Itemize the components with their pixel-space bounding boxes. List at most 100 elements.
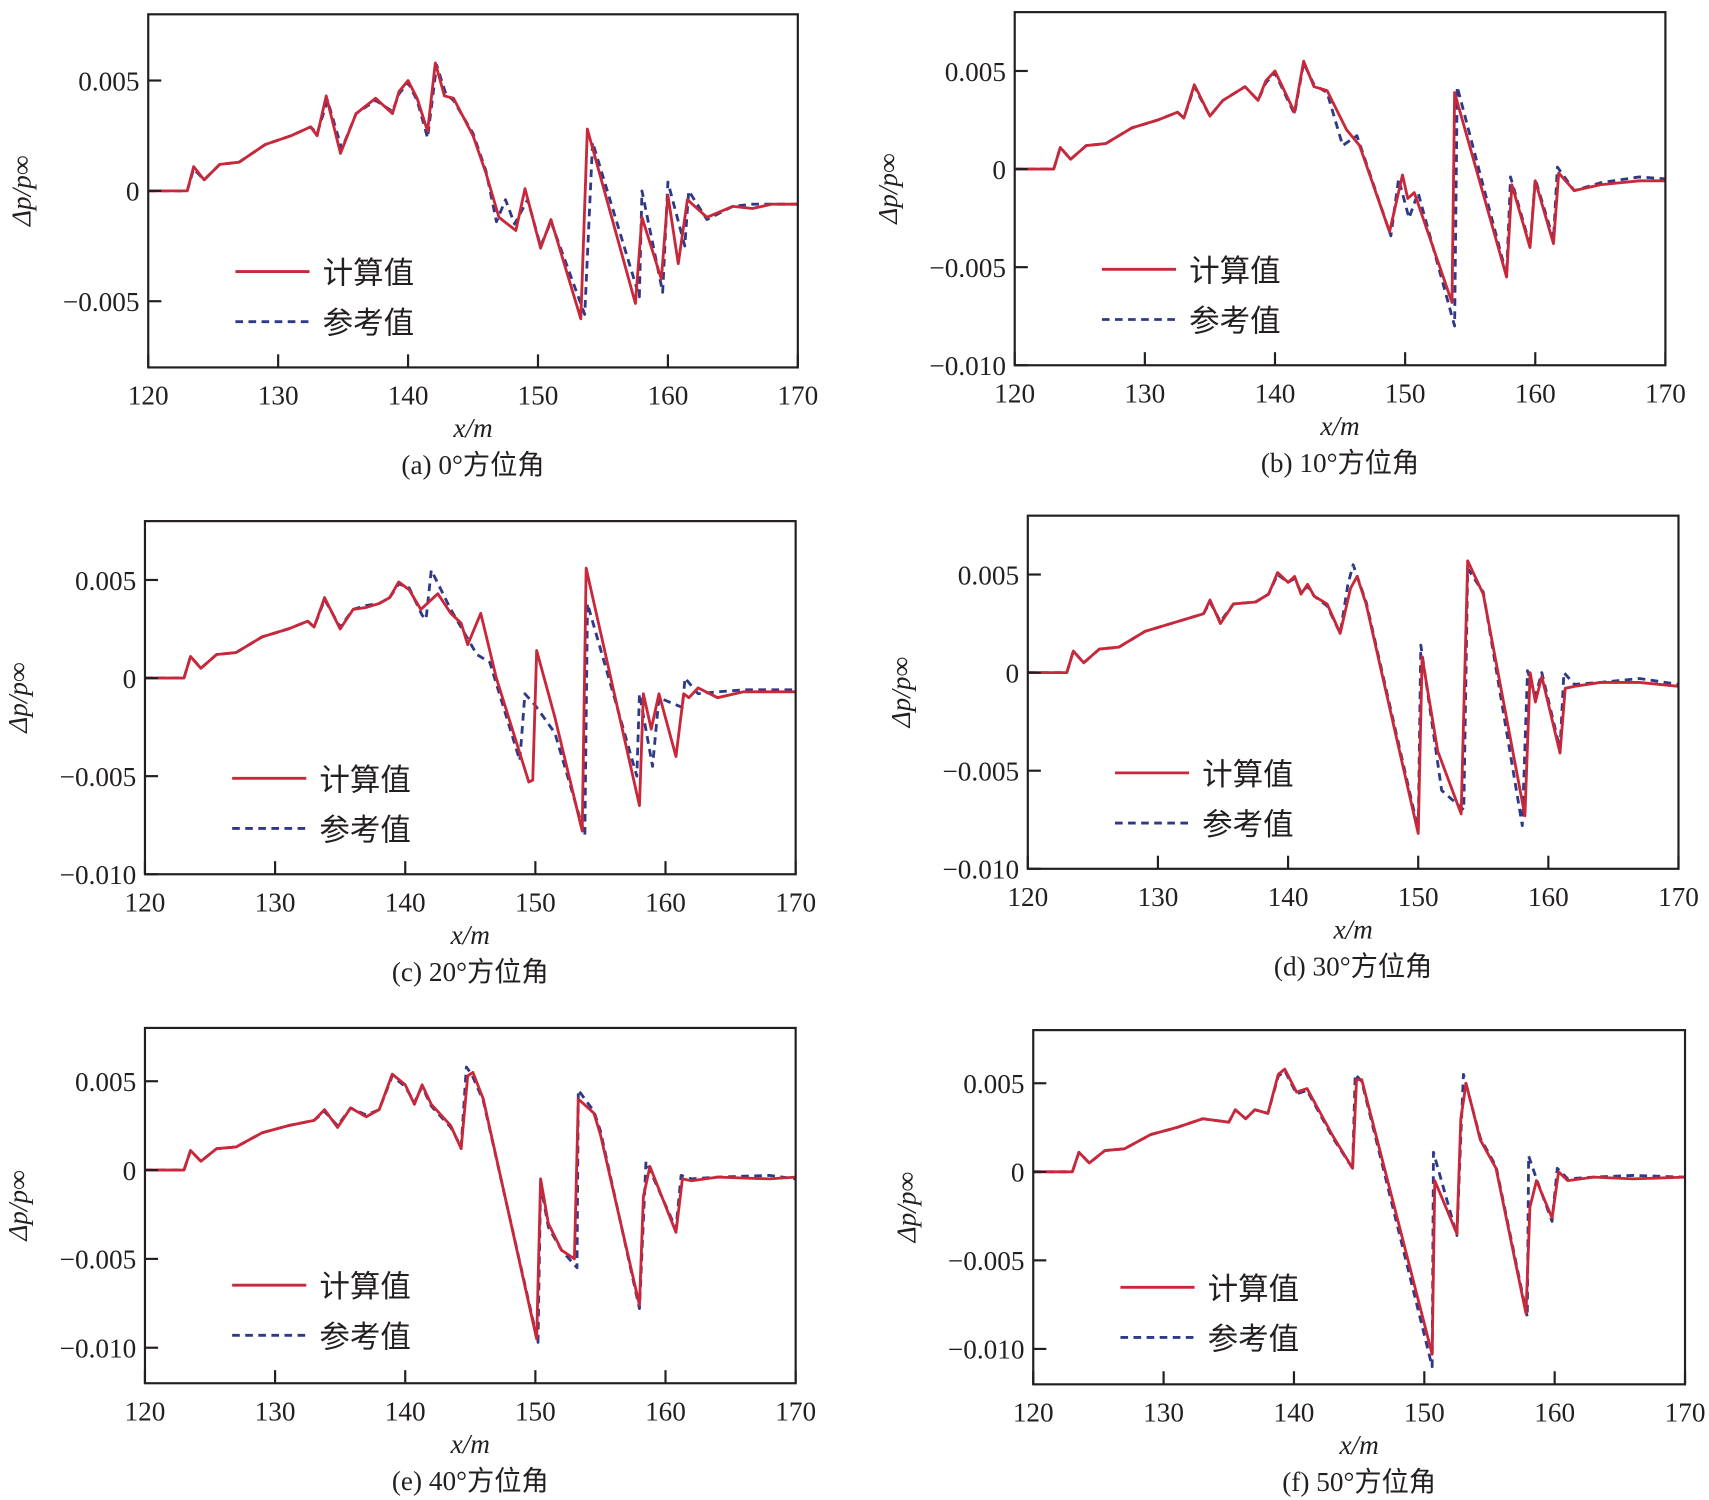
x-tick-label: 150 [515,1396,556,1426]
y-tick-label: −0.010 [60,860,137,890]
x-tick-label: 140 [385,1396,426,1426]
x-tick-label: 130 [258,380,299,410]
x-axis-label: x/m [452,413,492,443]
x-axis-label: x/m [450,1429,490,1459]
y-tick-label: 0 [992,155,1006,185]
legend-reference-label: 参考值 [1189,304,1281,338]
y-tick-label: −0.005 [929,253,1006,283]
plot-frame [1013,11,1667,367]
x-tick-label: 150 [1404,1397,1445,1427]
legend-reference-label: 参考值 [319,1320,411,1354]
y-tick-label: 0 [1011,1158,1025,1188]
legend-computed-label: 计算值 [1208,1272,1299,1306]
y-tick-label: 0 [123,1156,137,1186]
x-tick-label: 120 [1013,1397,1054,1427]
chart-panel-2: 120 130 140 150 160 170 0.005 0 −0.005 −0.010 x/m (… [3,520,816,987]
series-reference-line [1027,563,1679,831]
series-reference-line [144,1065,796,1344]
x-axis-label: x/m [1332,915,1372,945]
y-tick-label: 0 [126,177,140,207]
series-reference-line [144,568,796,837]
legend-reference-label: 参考值 [323,307,415,341]
plot-frame [1026,514,1680,870]
x-tick-label: 130 [1124,378,1165,408]
y-tick-label: −0.010 [929,351,1006,381]
legend-computed-label: 计算值 [319,763,411,797]
x-tick-label: 130 [255,1396,296,1426]
x-tick-label: 170 [1645,378,1686,408]
panel-caption: (d) 30°方位角 [1274,952,1432,982]
series-computed-line [1033,1067,1686,1356]
y-tick-label: −0.010 [60,1334,137,1364]
chart-panel-5: 120 130 140 150 160 170 0.005 0 −0.005 −0.010 x/m (… [892,1029,1706,1497]
panel-caption: (b) 10°方位角 [1261,448,1419,478]
series-computed-line [144,1070,796,1341]
x-axis-label: x/m [450,920,490,950]
y-tick-label: −0.005 [60,1245,137,1275]
x-tick-label: 160 [645,1396,686,1426]
x-tick-label: 120 [1007,882,1048,912]
x-tick-label: 140 [385,887,426,917]
legend-computed-label: 计算值 [323,257,415,291]
series-computed-line [1014,59,1666,304]
panel-caption: (a) 0°方位角 [401,450,544,480]
chart-panel-1: 120 130 140 150 160 170 0.005 0 −0.005 −0.010 x/m (… [873,11,1686,478]
legend-computed-label: 计算值 [1189,254,1281,288]
x-tick-label: 120 [125,887,166,917]
legend-reference-label: 参考值 [319,813,411,847]
plot-frame [143,520,797,876]
y-tick-label: −0.010 [942,855,1019,885]
chart-panel-3: 120 130 140 150 160 170 0.005 0 −0.005 −0.010 x/m (… [886,514,1699,982]
y-tick-label: −0.005 [942,757,1019,787]
x-tick-label: 150 [515,887,556,917]
x-tick-label: 120 [994,378,1035,408]
x-tick-label: 120 [128,380,169,410]
y-axis-label: Δp/p∞ [3,1170,33,1241]
x-tick-label: 150 [1398,882,1439,912]
panel-caption: (c) 20°方位角 [392,957,549,987]
legend-reference-label: 参考值 [1202,808,1294,842]
x-axis-label: x/m [1338,1430,1378,1460]
series-computed-line [1027,559,1679,835]
y-tick-label: 0.005 [75,566,136,596]
chart-panel-0: 120 130 140 150 160 170 0.005 0 −0.005 x/m (a) 0°方… [7,13,818,480]
x-tick-label: 170 [1658,882,1699,912]
x-tick-label: 140 [1268,882,1309,912]
x-tick-label: 170 [777,380,818,410]
y-axis-label: Δp/p∞ [7,156,37,227]
x-tick-label: 170 [1665,1397,1706,1427]
y-axis-label: Δp/p∞ [892,1172,922,1243]
y-tick-label: −0.005 [948,1246,1025,1276]
x-tick-label: 150 [1385,378,1426,408]
x-tick-label: 120 [125,1396,166,1426]
panel-caption: (e) 40°方位角 [392,1466,549,1496]
y-tick-label: 0.005 [963,1069,1024,1099]
x-tick-label: 170 [775,1396,816,1426]
legend-reference-label: 参考值 [1208,1322,1299,1356]
panel-caption: (f) 50°方位角 [1282,1467,1436,1497]
x-tick-label: 160 [647,380,688,410]
x-tick-label: 160 [645,887,686,917]
series-reference-line [1014,61,1666,328]
y-tick-label: 0.005 [945,57,1006,87]
x-tick-label: 140 [1255,378,1296,408]
x-tick-label: 130 [255,887,296,917]
legend-computed-label: 计算值 [319,1270,411,1304]
y-axis-label: Δp/p∞ [873,154,903,225]
x-tick-label: 130 [1143,1397,1184,1427]
x-tick-label: 170 [775,887,816,917]
y-tick-label: 0 [123,664,137,694]
x-tick-label: 130 [1138,882,1179,912]
chart-panel-4: 120 130 140 150 160 170 0.005 0 −0.005 −0.010 x/m (… [3,1026,816,1496]
y-tick-label: 0.005 [75,1067,136,1097]
x-tick-label: 140 [1274,1397,1315,1427]
plot-frame [143,1026,797,1385]
y-tick-label: 0 [1005,658,1019,688]
series-computed-line [148,61,798,321]
series-reference-line [1033,1069,1686,1369]
y-axis-label: Δp/p∞ [3,663,33,734]
x-axis-label: x/m [1319,411,1359,441]
plot-frame [1032,1029,1687,1386]
x-tick-label: 150 [518,380,559,410]
